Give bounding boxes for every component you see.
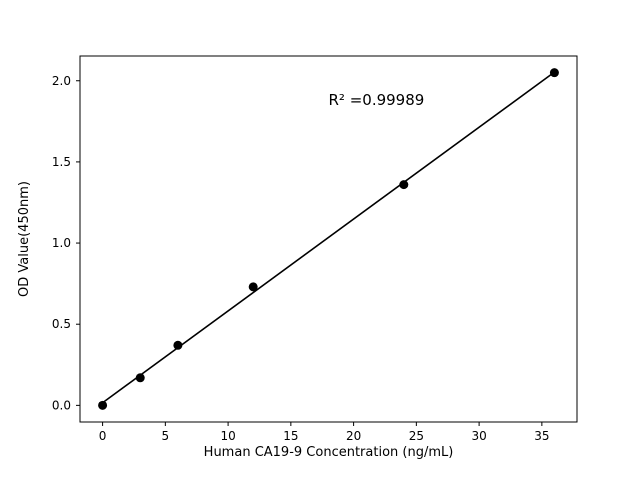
y-tick-label: 1.5: [52, 155, 71, 169]
x-tick-label: 15: [283, 429, 298, 443]
x-tick-label: 0: [99, 429, 107, 443]
x-tick-label: 5: [162, 429, 170, 443]
data-point: [173, 340, 183, 350]
data-point: [98, 400, 108, 410]
x-tick-label: 35: [534, 429, 549, 443]
x-tick-label: 10: [220, 429, 235, 443]
y-tick-label: 2.0: [52, 74, 71, 88]
y-tick-label: 1.0: [52, 236, 71, 250]
plot-area: 0 5 10 15 20 25 30 35 0.0 0.5 1.0 1.5 2.0: [52, 55, 578, 443]
x-axis-label: Human CA19-9 Concentration (ng/mL): [204, 445, 454, 460]
x-tick-label: 30: [471, 429, 486, 443]
y-tick-label: 0.0: [52, 398, 71, 412]
data-point: [135, 373, 145, 383]
data-point: [248, 282, 258, 292]
x-tick-label: 20: [346, 429, 361, 443]
x-tick-label: 25: [409, 429, 424, 443]
data-point: [399, 180, 409, 190]
data-point: [549, 68, 559, 78]
y-axis-label: OD Value(450nm): [17, 181, 32, 297]
plot-border: [79, 55, 578, 423]
r-squared-annotation: R² =0.99989: [329, 91, 425, 109]
y-tick-label: 0.5: [52, 317, 71, 331]
